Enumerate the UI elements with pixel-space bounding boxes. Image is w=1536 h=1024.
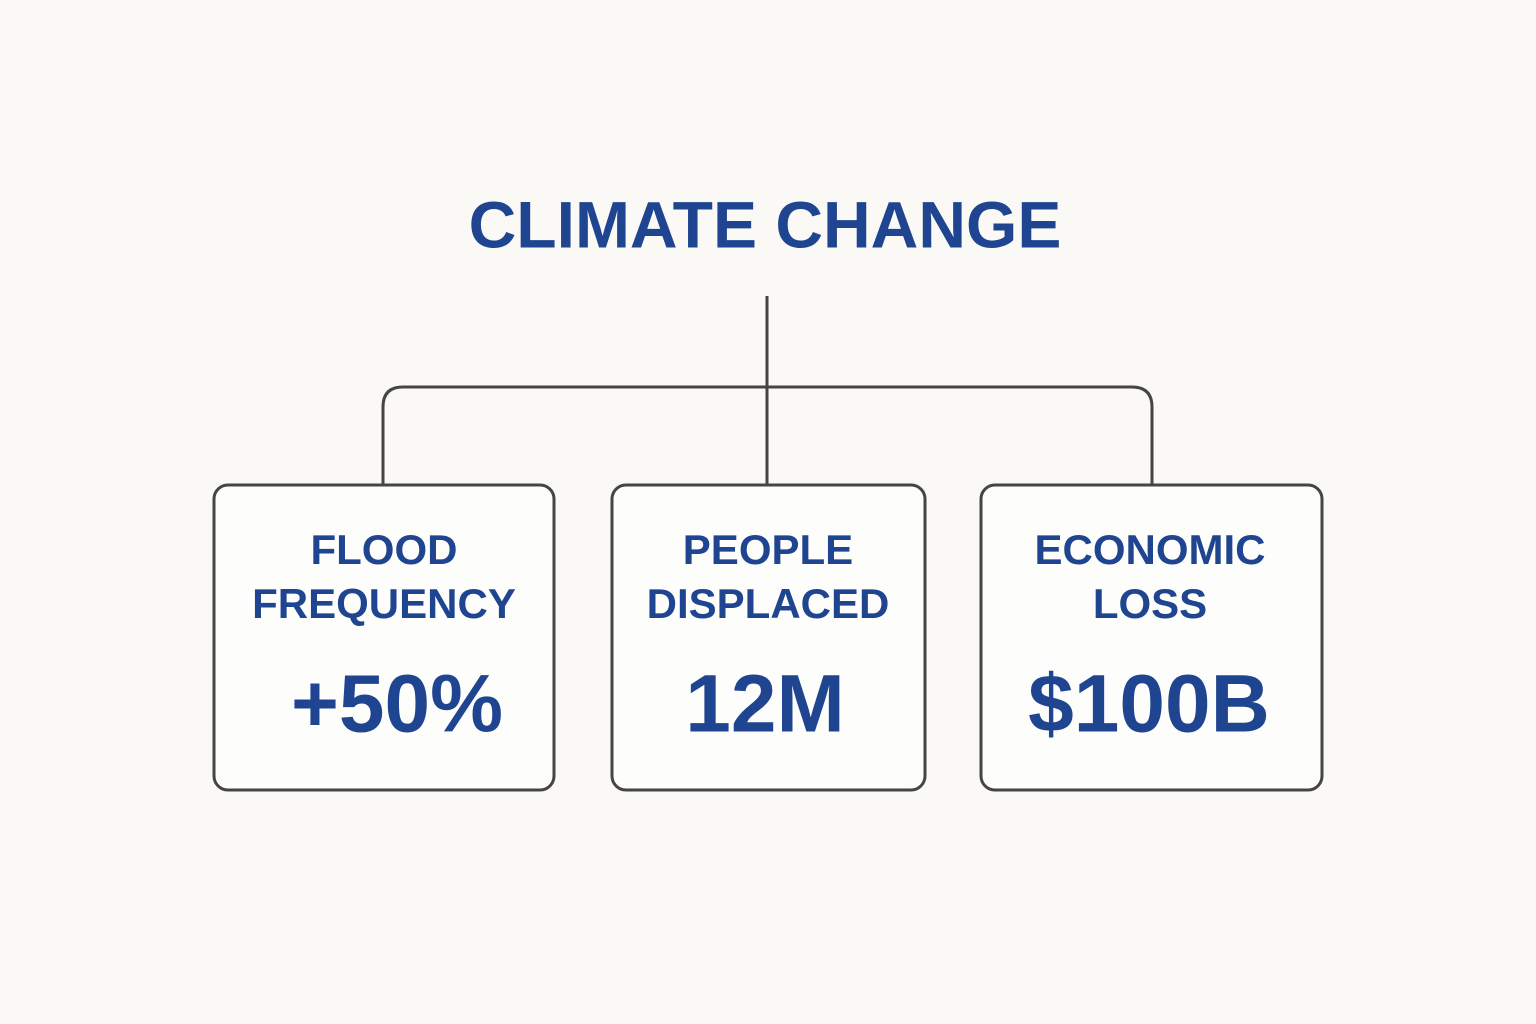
node-label: FLOOD bbox=[311, 526, 458, 573]
node-value: $100B bbox=[1028, 659, 1270, 750]
node-value: +50% bbox=[291, 659, 503, 750]
connector bbox=[381, 385, 1154, 485]
node-label: DISPLACED bbox=[647, 580, 890, 627]
node-label: LOSS bbox=[1093, 580, 1207, 627]
node-box bbox=[979, 483, 1324, 792]
title: CLIMATE CHANGE bbox=[469, 187, 1062, 261]
node-box bbox=[212, 483, 556, 792]
node-label: ECONOMIC bbox=[1035, 526, 1266, 573]
node-label: FREQUENCY bbox=[252, 580, 516, 627]
node-value: 12M bbox=[685, 659, 845, 750]
node-box bbox=[610, 483, 927, 792]
node-label: PEOPLE bbox=[683, 526, 853, 573]
